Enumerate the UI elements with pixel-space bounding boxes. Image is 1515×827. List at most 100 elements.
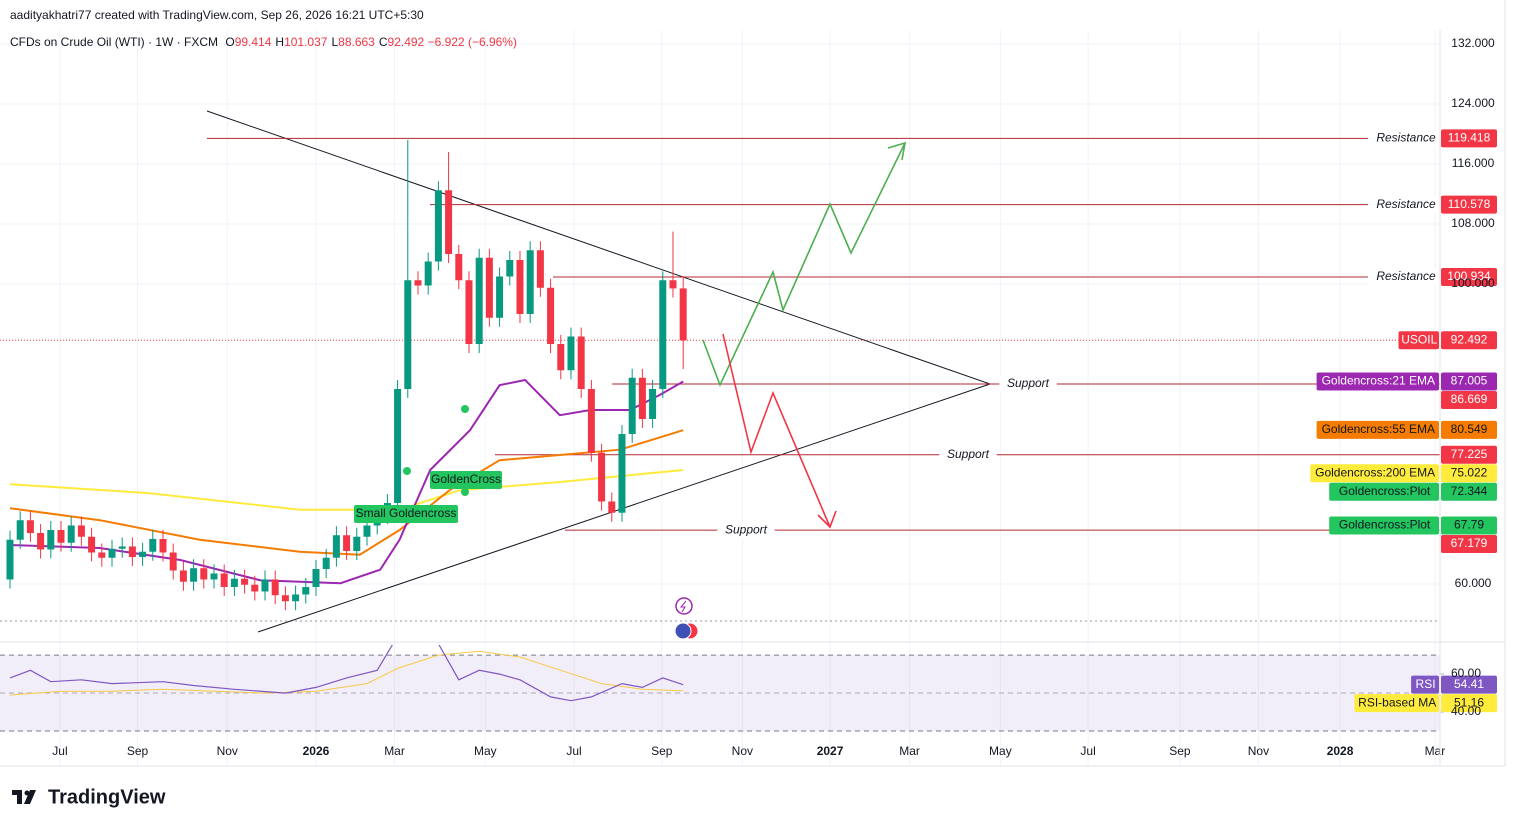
event-icon: [674, 622, 692, 640]
x-tick-label: 2026: [303, 744, 330, 758]
level-label-bg: [1368, 130, 1444, 147]
y-tick-label: 100.000: [1451, 276, 1495, 290]
bear-path: [722, 333, 831, 528]
price-tag: [1441, 195, 1497, 214]
symbol-legend: CFDs on Crude Oil (WTI) · 1W · FXCM O99.…: [10, 35, 517, 49]
price-tag-value: 110.578: [1448, 197, 1491, 211]
x-tick-label: Sep: [127, 744, 149, 758]
candle-body: [496, 276, 504, 318]
price-tag: [1441, 331, 1497, 350]
price-tag-value: 87.005: [1451, 374, 1488, 388]
x-tick-label: May: [474, 744, 497, 758]
level-label: Resistance: [1376, 269, 1436, 283]
candle-body: [149, 538, 157, 552]
ohlc-key: L: [331, 35, 339, 49]
price-tag-value: 119.418: [1448, 131, 1491, 145]
candle-body: [220, 573, 228, 587]
candle-body: [118, 546, 126, 549]
indicator-line: [9, 469, 684, 511]
indicator-line: [9, 378, 684, 585]
price-tag-name-bg: [1354, 694, 1439, 713]
y-tick-label: 132.000: [1451, 36, 1495, 50]
candle-body: [98, 552, 106, 558]
candle-body: [26, 520, 34, 533]
candle-body: [230, 578, 238, 587]
price-tag-value: 92.492: [1451, 332, 1488, 346]
x-tick-label: Mar: [1425, 744, 1446, 758]
price-tag-name: Goldencross:Plot: [1339, 484, 1431, 498]
level-label: Resistance: [1376, 131, 1436, 145]
signal-dot: [461, 488, 469, 496]
candle-body: [465, 280, 473, 344]
signal-box: [354, 505, 458, 523]
level-label-bg: [1368, 268, 1444, 285]
candle-body: [424, 261, 432, 286]
candle-body: [598, 452, 606, 502]
candle-body: [628, 377, 636, 434]
signal-box: [430, 471, 502, 489]
level-label: Support: [725, 522, 768, 536]
price-tag-value: 72.344: [1451, 484, 1488, 498]
price-tag-value: 80.549: [1451, 422, 1488, 436]
price-tag-name: Goldencross:55 EMA: [1322, 422, 1435, 436]
price-tag-name: RSI: [1416, 677, 1436, 691]
candle-body: [47, 529, 55, 550]
arrowhead: [887, 141, 907, 161]
price-tag: [1441, 464, 1497, 483]
x-tick-label: 2027: [817, 744, 844, 758]
ohlc-key: O: [225, 35, 235, 49]
candle-body: [16, 520, 24, 540]
candle-body: [536, 250, 544, 288]
candle-body: [88, 536, 96, 553]
candle-body: [587, 388, 595, 453]
candle-body: [241, 578, 249, 585]
logo-text: TradingView: [48, 786, 166, 808]
candle-body: [434, 190, 442, 262]
price-tag-value: 51.16: [1454, 695, 1484, 709]
candle-body: [618, 433, 626, 513]
x-tick-label: 2028: [1327, 744, 1354, 758]
candle-body: [516, 260, 524, 315]
price-tag-value: 77.225: [1451, 447, 1488, 461]
candle-body: [526, 250, 534, 315]
logo: TradingView: [12, 786, 166, 808]
candle-body: [6, 539, 14, 580]
symbol: CFDs on Crude Oil (WTI) · 1W · FXCM: [10, 35, 219, 49]
event-icon: [675, 597, 693, 615]
price-tag-value: 100.934: [1447, 269, 1491, 283]
candle-body: [649, 388, 657, 419]
candle-body: [475, 257, 483, 344]
y-tick-label: 124.000: [1451, 96, 1495, 110]
price-tag-value: 75.022: [1451, 465, 1488, 479]
signals: GoldenCross Small Goldencross: [354, 405, 502, 523]
price-tag-name-bg: [1398, 331, 1439, 350]
price-tag-name-bg: [1316, 372, 1439, 391]
ohlc-key: C: [378, 35, 388, 49]
x-tick-label: Jul: [1080, 744, 1095, 758]
candle-body: [37, 532, 45, 550]
x-tick-label: Nov: [1248, 744, 1269, 758]
ohlc-key: H: [275, 35, 285, 49]
price-tag: [1441, 516, 1497, 535]
y-tick-label: 116.000: [1452, 156, 1495, 170]
rsi-tick-label: 60.00: [1451, 666, 1481, 680]
candle-body: [485, 257, 493, 318]
candle-body: [445, 190, 453, 255]
arrowhead: [817, 510, 837, 529]
signal-label: Small Goldencross: [356, 506, 457, 520]
candle-body: [302, 586, 310, 595]
level-label-bg: [1368, 196, 1444, 213]
level-label: Resistance: [1376, 197, 1436, 211]
rsi-lines: [9, 645, 684, 702]
candle-body: [139, 551, 147, 557]
logo-mark: [24, 790, 30, 796]
candle-body: [332, 535, 340, 558]
author-line: aadityakhatri77 created with TradingView…: [10, 8, 424, 22]
level-label: Support: [1007, 376, 1050, 390]
price-tag: [1441, 372, 1497, 391]
candle-body: [363, 525, 371, 537]
candle-body: [190, 568, 198, 582]
y-tick-label: 60.000: [1455, 576, 1492, 590]
candle-body: [67, 525, 75, 543]
candle-body: [669, 280, 677, 289]
